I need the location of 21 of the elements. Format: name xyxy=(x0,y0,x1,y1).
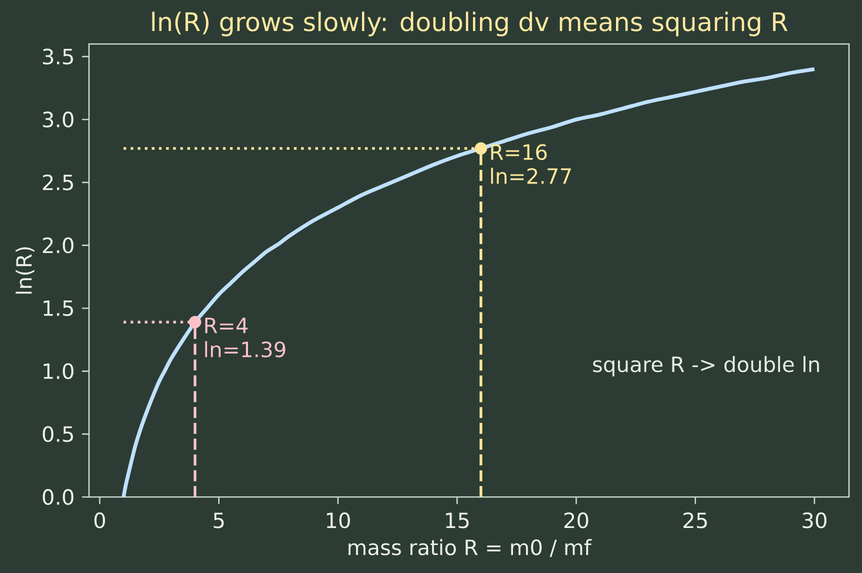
x-tick-label: 15 xyxy=(446,512,469,528)
x-tick-label: 30 xyxy=(802,512,826,528)
y-tick-label: 3.0 xyxy=(42,112,74,128)
y-tick-label: 3.5 xyxy=(42,48,73,65)
x-tick-label: 5 xyxy=(214,512,224,528)
annotation: square R -> double ln xyxy=(593,356,819,376)
x-tick-label: 25 xyxy=(684,512,707,528)
x-tick-label: 0 xyxy=(94,512,106,528)
x-tick-label: 20 xyxy=(564,512,588,528)
x-tick-label: 10 xyxy=(326,512,350,528)
y-tick-label: 2.0 xyxy=(42,237,74,254)
x-axis-title: mass ratio R = m0 / mf xyxy=(348,539,592,557)
annotation: R=4 ln=1.39 xyxy=(205,318,286,358)
chart-title: ln(R) grows slowly: doubling dv means squaring R xyxy=(152,12,788,36)
y-tick-label: 0.0 xyxy=(42,489,74,505)
y-tick-label: 2.5 xyxy=(42,174,73,190)
y-tick-label: 1.0 xyxy=(44,363,74,380)
y-tick-label: 1.5 xyxy=(44,300,73,316)
y-tick-label: 0.5 xyxy=(42,426,73,442)
annotation: R=16 ln=2.77 xyxy=(491,144,571,184)
y-axis-title: ln(R) xyxy=(16,247,34,294)
